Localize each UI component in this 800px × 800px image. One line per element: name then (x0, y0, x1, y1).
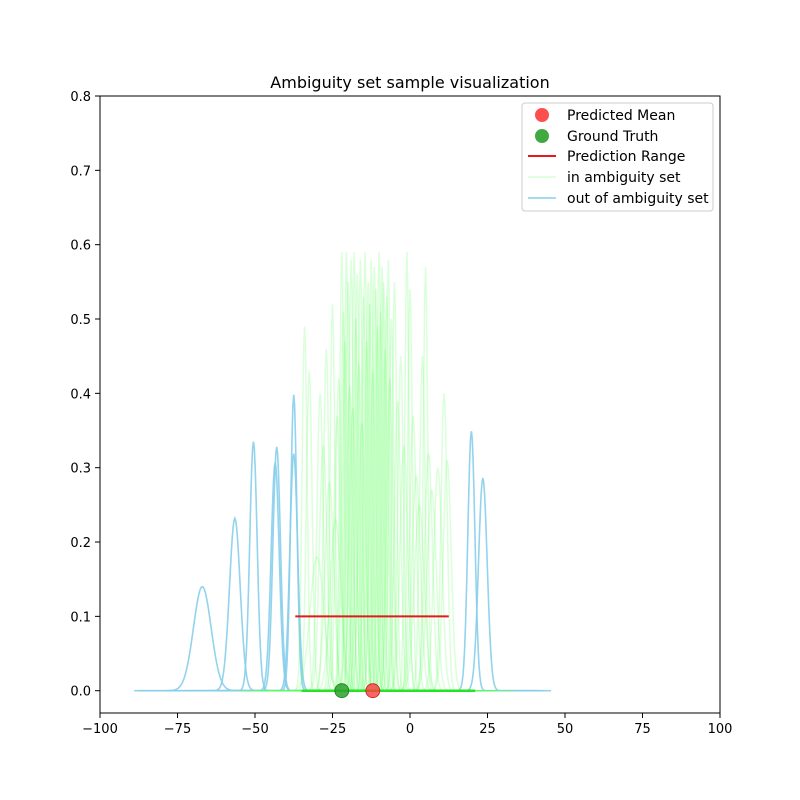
x-tick-label: 50 (557, 722, 574, 737)
y-tick-label: 0.8 (70, 90, 91, 105)
legend-predicted-mean-label: Predicted Mean (567, 108, 675, 124)
predicted-mean-marker (365, 683, 381, 699)
y-tick-label: 0.2 (70, 536, 91, 551)
legend-ground-truth-marker (535, 129, 549, 143)
y-tick-label: 0.0 (70, 685, 91, 700)
legend: Predicted Mean Ground Truth Prediction R… (521, 102, 714, 212)
legend-predicted-mean-marker (535, 108, 549, 122)
legend-ground-truth-label: Ground Truth (567, 129, 658, 145)
chart-title: Ambiguity set sample visualization (270, 73, 549, 92)
ground-truth-marker (334, 683, 350, 699)
y-tick-label: 0.4 (70, 387, 91, 402)
x-tick-label: 75 (634, 722, 651, 737)
x-tick-label: −100 (82, 722, 118, 737)
in-ambiguity-set-curves (236, 252, 516, 692)
y-axis: 0.0 0.1 0.2 0.3 0.4 0.5 0.6 0.7 0.8 (70, 90, 100, 700)
y-tick-label: 0.5 (70, 313, 91, 328)
x-tick-label: 0 (406, 722, 414, 737)
x-axis: −100 −75 −50 −25 0 25 50 75 100 (82, 713, 732, 737)
x-tick-label: 25 (479, 722, 496, 737)
legend-out-set-label: out of ambiguity set (567, 191, 709, 207)
marker-layer (334, 683, 381, 699)
y-tick-label: 0.7 (70, 164, 91, 179)
x-tick-label: −25 (319, 722, 346, 737)
legend-prediction-range-label: Prediction Range (567, 149, 685, 165)
y-tick-label: 0.3 (70, 462, 91, 477)
y-tick-label: 0.1 (70, 610, 91, 625)
legend-box (521, 102, 714, 212)
x-tick-label: 100 (708, 722, 733, 737)
x-tick-label: −50 (241, 722, 268, 737)
x-tick-label: −75 (164, 722, 191, 737)
legend-in-set-label: in ambiguity set (567, 170, 681, 186)
y-tick-label: 0.6 (70, 239, 91, 254)
